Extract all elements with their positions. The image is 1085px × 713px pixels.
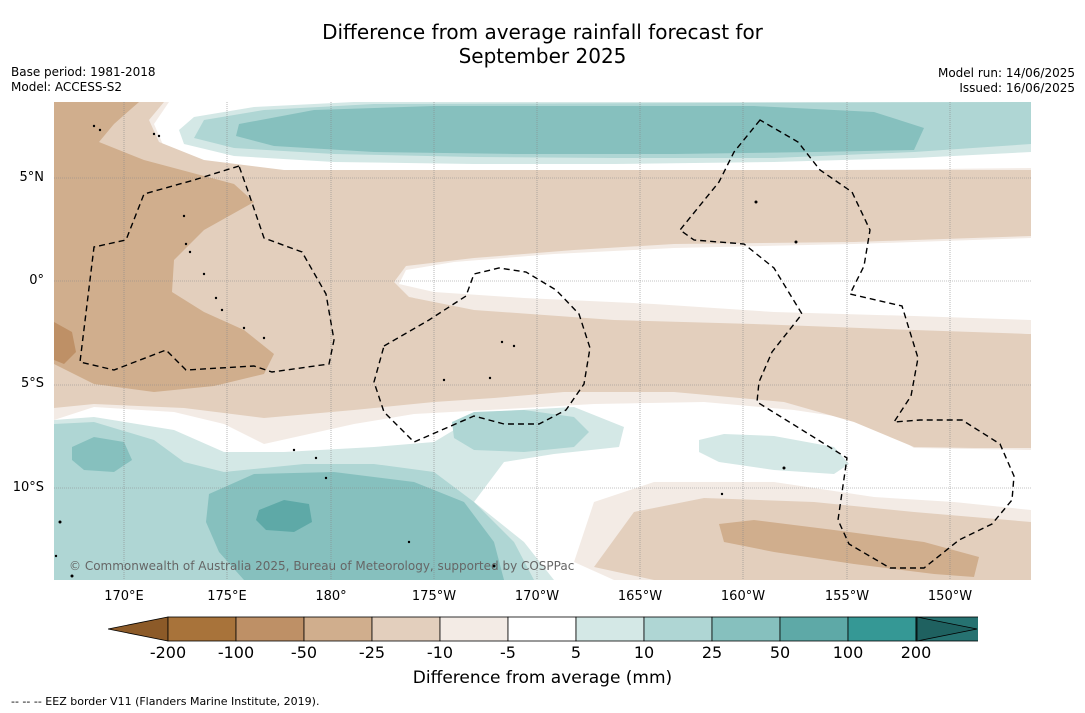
model-name: Model: ACCESS-S2	[11, 80, 123, 94]
island	[184, 242, 188, 246]
colorbar-tick-label: 5	[570, 643, 582, 662]
lon-label-175e: 175°E	[207, 589, 247, 604]
colorbar-tick-label: -5	[500, 643, 516, 662]
colorbar-tick-label: -25	[358, 643, 386, 662]
colorbar-box	[847, 616, 917, 642]
island	[292, 448, 296, 452]
colorbar-box	[371, 616, 441, 642]
lon-label-170e: 170°E	[104, 589, 144, 604]
island	[188, 250, 192, 254]
island	[442, 378, 446, 382]
shading-wet-central	[452, 410, 589, 452]
island	[157, 134, 161, 138]
eez-footnote: -- -- -- EEZ border V11 (Flanders Marine…	[11, 695, 320, 708]
lon-label-165w: 165°W	[617, 589, 663, 604]
island	[152, 132, 156, 136]
colorbar-tick-label: 10	[633, 643, 655, 662]
run-info: Model run: 14/06/2025 Issued: 16/06/2025	[938, 66, 1075, 96]
base-period: Base period: 1981-2018	[11, 65, 156, 79]
colorbar-tick-label: 50	[769, 643, 791, 662]
island	[262, 336, 266, 340]
island	[720, 492, 724, 496]
lon-label-175w: 175°W	[411, 589, 457, 604]
shading-dry-moderate	[54, 102, 1031, 448]
island	[782, 466, 786, 470]
shading-dry-light-2	[399, 284, 1031, 334]
colorbar-title: Difference from average (mm)	[412, 668, 673, 688]
island	[794, 240, 798, 244]
colorbar-tick-label: -10	[426, 643, 454, 662]
lon-label-160w: 160°W	[720, 589, 766, 604]
lon-label-150w: 150°W	[927, 589, 973, 604]
island	[98, 128, 102, 132]
island	[492, 564, 496, 568]
shading-dry-se-strong	[719, 520, 979, 577]
colorbar-boxes	[167, 616, 978, 642]
shading-wet-sw-strong	[206, 472, 504, 580]
island	[220, 308, 224, 312]
rainfall-map	[54, 102, 1031, 580]
lat-label-5n: 5°N	[19, 170, 45, 185]
title-line-2: September 2025	[458, 44, 627, 68]
colorbar-box	[575, 616, 645, 642]
island	[500, 340, 504, 344]
islands	[54, 124, 798, 578]
shading-dry-very-strong	[54, 322, 76, 364]
island	[58, 520, 62, 524]
title-line-1: Difference from average rainfall forecas…	[322, 20, 763, 44]
island	[182, 214, 186, 218]
shading-wet-north-strong	[236, 106, 924, 154]
colorbar-tick-label: 25	[701, 643, 723, 662]
colorbar-extend-low	[108, 616, 169, 642]
colorbar-box	[167, 616, 237, 642]
map-canvas	[54, 102, 1031, 580]
island	[70, 574, 74, 578]
lat-label-5s: 5°S	[20, 376, 44, 391]
island	[92, 124, 96, 128]
colorbar-tick-label: 200	[900, 643, 932, 662]
island	[407, 540, 411, 544]
island	[512, 344, 516, 348]
island	[754, 200, 758, 204]
copyright-notice: © Commonwealth of Australia 2025, Bureau…	[69, 559, 575, 573]
colorbar-box	[779, 616, 849, 642]
issued-date: Issued: 16/06/2025	[959, 81, 1075, 95]
colorbar-tick-label: 100	[832, 643, 864, 662]
eez-borders	[79, 119, 1015, 569]
shading-wet-west-pocket	[72, 437, 132, 472]
base-info: Base period: 1981-2018 Model: ACCESS-S2	[11, 65, 156, 95]
island	[314, 456, 318, 460]
map-title: Difference from average rainfall forecas…	[0, 20, 1085, 68]
shading-wet-east	[699, 434, 849, 474]
colorbar-box	[303, 616, 373, 642]
island	[488, 376, 492, 380]
colorbar-box	[643, 616, 713, 642]
lat-label-10s: 10°S	[12, 480, 44, 495]
colorbar-box	[507, 616, 577, 642]
colorbar	[108, 616, 978, 642]
model-run: Model run: 14/06/2025	[937, 66, 1075, 80]
colorbar-box	[235, 616, 305, 642]
colorbar-box	[439, 616, 509, 642]
shading-wet-core	[256, 500, 312, 532]
island	[324, 476, 328, 480]
island	[214, 296, 218, 300]
lon-label-180: 180°	[315, 589, 347, 604]
island	[202, 272, 206, 276]
lon-label-155w: 155°W	[824, 589, 870, 604]
eez-west	[79, 165, 335, 373]
shading-dry-strong	[54, 102, 274, 392]
colorbar-extend-high	[916, 616, 978, 642]
eez-central	[373, 267, 591, 443]
lat-label-0: 0°	[29, 273, 44, 288]
graticule	[54, 102, 1031, 580]
colorbar-tick-label: -100	[217, 643, 255, 662]
colorbar-tick-label: -50	[290, 643, 318, 662]
colorbar-box	[711, 616, 781, 642]
island	[242, 326, 246, 330]
lon-label-170w: 170°W	[514, 589, 560, 604]
colorbar-tick-label: -200	[149, 643, 187, 662]
island	[54, 554, 58, 558]
